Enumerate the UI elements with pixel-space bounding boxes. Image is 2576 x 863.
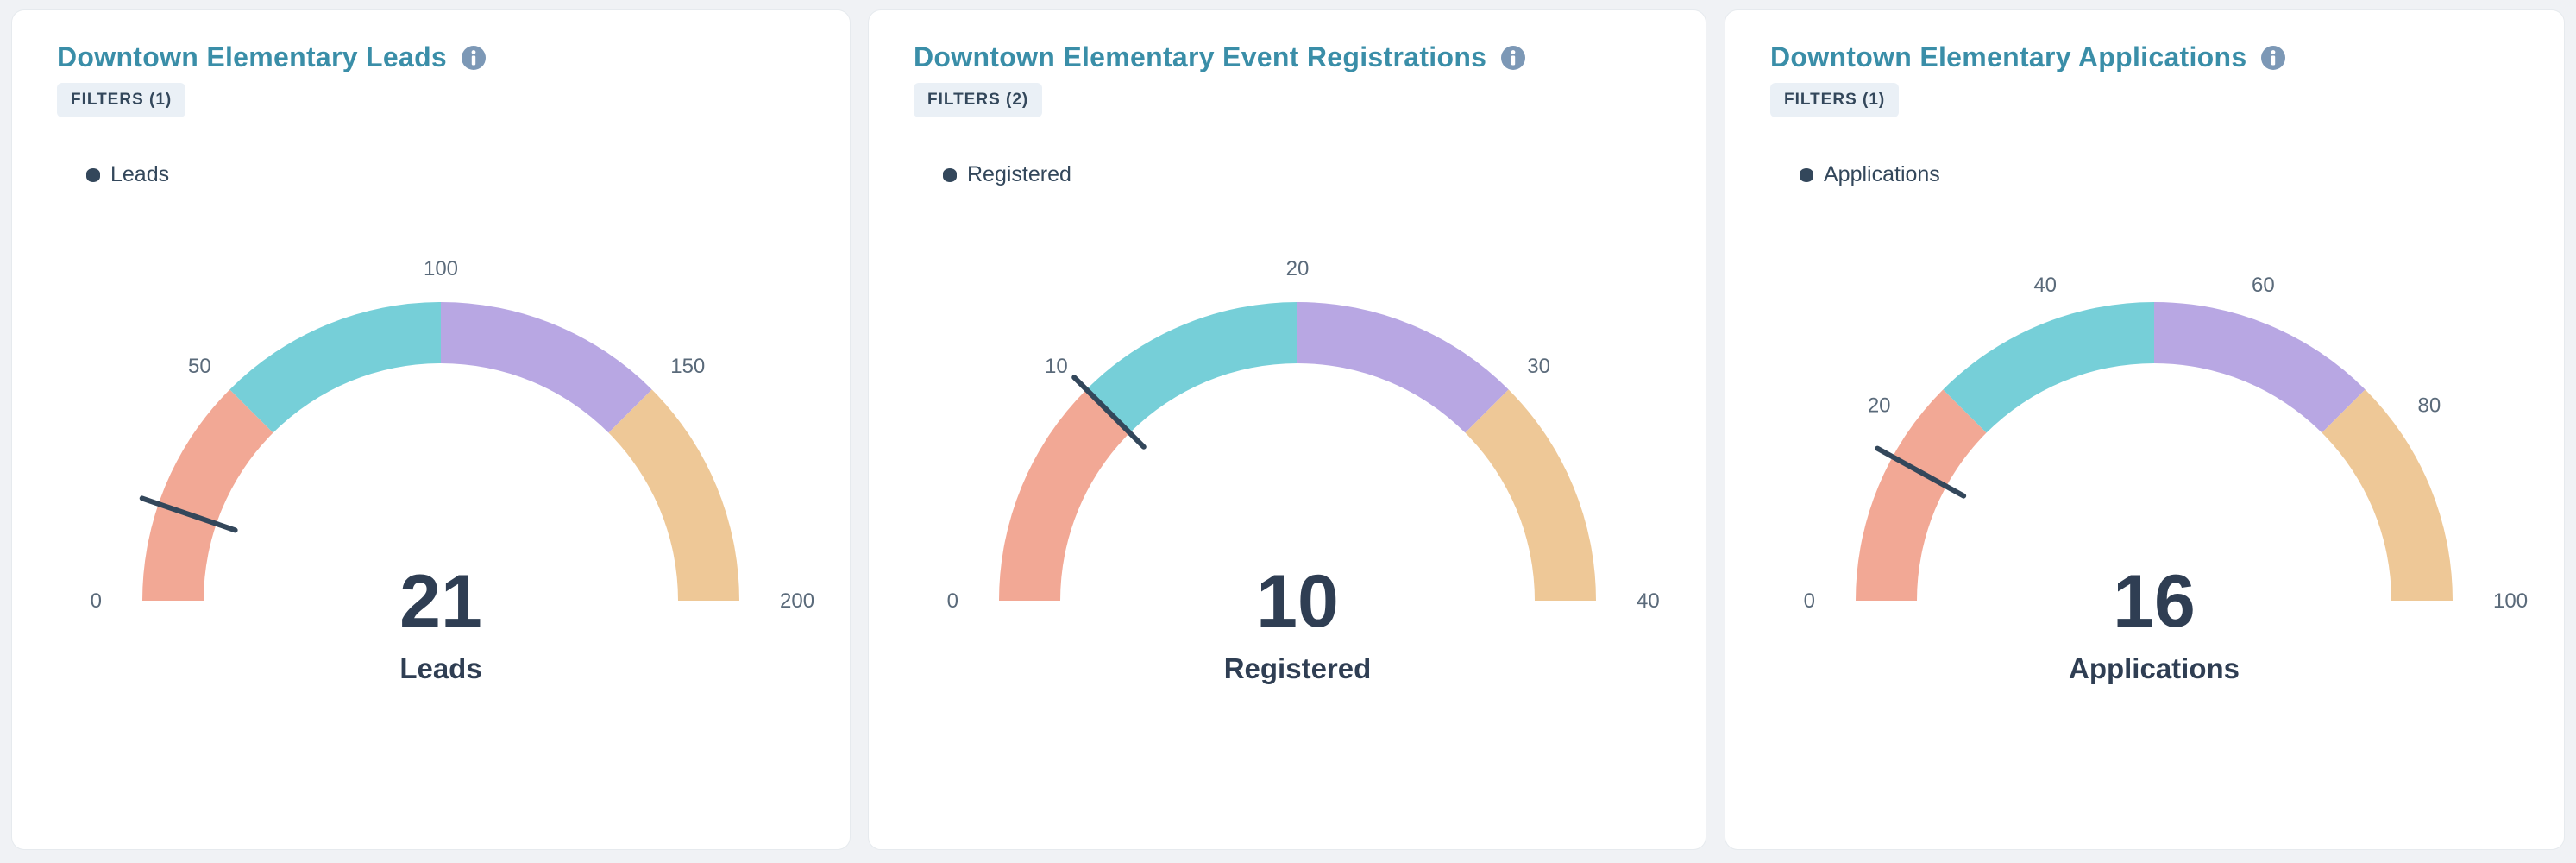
info-icon[interactable] bbox=[1500, 45, 1526, 71]
tick-label: 100 bbox=[424, 257, 458, 280]
card-title[interactable]: Downtown Elementary Applications bbox=[1770, 41, 2247, 72]
gauge-value: 16 bbox=[2113, 560, 2196, 643]
dashboard-card-applications: Downtown Elementary Applications FILTERS… bbox=[1725, 10, 2564, 849]
gauge-chart: 0 20 40 60 80 100 16 Applications bbox=[1804, 274, 2528, 684]
filters-badge[interactable]: FILTERS (1) bbox=[57, 83, 186, 117]
tick-label: 0 bbox=[1804, 589, 1815, 613]
chart-legend[interactable]: Applications bbox=[1800, 162, 1940, 187]
tick-label: 200 bbox=[780, 589, 814, 613]
gauge-needle bbox=[139, 495, 238, 533]
gauge-chart: 0 10 20 30 40 10 Registered bbox=[947, 257, 1660, 684]
info-icon[interactable] bbox=[2260, 45, 2286, 71]
dashboard-card-leads: Downtown Elementary Leads FILTERS (1) Le… bbox=[12, 10, 850, 849]
card-title[interactable]: Downtown Elementary Leads bbox=[57, 41, 448, 72]
gauge-band[interactable] bbox=[1297, 302, 1509, 433]
diamond-marker-icon bbox=[1800, 167, 1813, 182]
tick-label: 0 bbox=[947, 589, 958, 613]
gauge-value: 21 bbox=[399, 560, 482, 643]
gauge-needle bbox=[1875, 445, 1967, 499]
tick-label: 40 bbox=[2033, 274, 2057, 297]
chart-legend[interactable]: Registered bbox=[943, 162, 1071, 187]
tick-label: 150 bbox=[670, 355, 705, 378]
gauge-band[interactable] bbox=[1856, 389, 1987, 601]
gauge-band[interactable] bbox=[441, 302, 652, 433]
diamond-marker-icon bbox=[943, 167, 957, 182]
gauge-band[interactable] bbox=[1465, 389, 1596, 601]
legend-label: Leads bbox=[110, 162, 170, 186]
tick-label: 100 bbox=[2493, 589, 2528, 613]
gauge-band[interactable] bbox=[1943, 302, 2154, 433]
diamond-marker-icon bbox=[86, 167, 100, 182]
gauge-value-label: Registered bbox=[1224, 652, 1372, 684]
gauge-band[interactable] bbox=[608, 389, 739, 601]
gauge-chart: 0 50 100 150 200 21 Leads bbox=[91, 257, 814, 684]
gauge-band[interactable] bbox=[999, 389, 1130, 601]
gauge-value-label: Leads bbox=[399, 652, 481, 684]
tick-label: 40 bbox=[1637, 589, 1660, 613]
tick-label: 50 bbox=[188, 355, 211, 378]
gauge-band[interactable] bbox=[2154, 302, 2366, 433]
gauge-band[interactable] bbox=[229, 302, 441, 433]
filters-badge[interactable]: FILTERS (1) bbox=[1770, 83, 1900, 117]
gauge-value: 10 bbox=[1256, 560, 1339, 643]
gauge-band[interactable] bbox=[2322, 389, 2453, 601]
gauge-band[interactable] bbox=[1086, 302, 1297, 433]
tick-label: 60 bbox=[2252, 274, 2275, 297]
tick-label: 10 bbox=[1045, 355, 1068, 378]
card-header: Downtown Elementary Leads bbox=[57, 41, 487, 73]
tick-label: 30 bbox=[1527, 355, 1550, 378]
tick-label: 0 bbox=[91, 589, 102, 613]
dashboard-card-registrations: Downtown Elementary Event Registrations … bbox=[869, 10, 1706, 849]
card-header: Downtown Elementary Event Registrations bbox=[914, 41, 1526, 73]
tick-label: 80 bbox=[2417, 394, 2441, 418]
legend-label: Applications bbox=[1824, 162, 1940, 186]
gauge-band[interactable] bbox=[142, 389, 273, 601]
card-header: Downtown Elementary Applications bbox=[1770, 41, 2286, 73]
legend-label: Registered bbox=[967, 162, 1071, 186]
gauge-needle bbox=[1071, 375, 1147, 450]
chart-legend[interactable]: Leads bbox=[86, 162, 169, 187]
tick-label: 20 bbox=[1286, 257, 1310, 280]
card-title[interactable]: Downtown Elementary Event Registrations bbox=[914, 41, 1487, 72]
info-icon[interactable] bbox=[461, 45, 487, 71]
gauge-value-label: Applications bbox=[2069, 652, 2240, 684]
filters-badge[interactable]: FILTERS (2) bbox=[914, 83, 1043, 117]
tick-label: 20 bbox=[1868, 394, 1891, 418]
